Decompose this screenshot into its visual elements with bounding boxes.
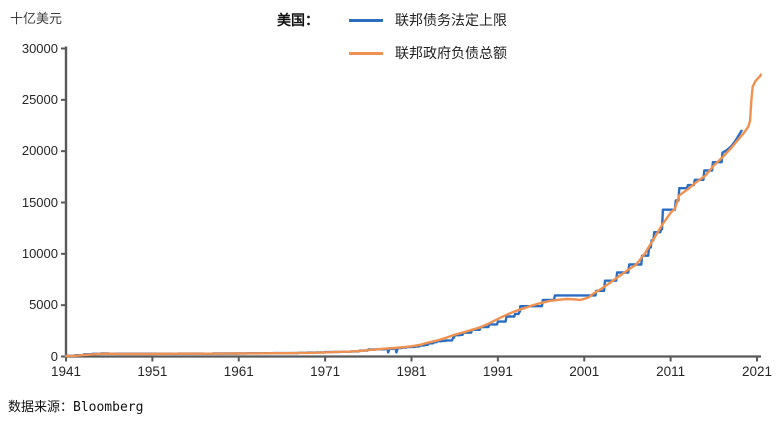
x-tick-label: 1981 <box>396 364 427 379</box>
legend-rows: 联邦债务法定上限 联邦政府负债总额 <box>349 8 507 74</box>
legend-item-debt-limit: 联邦债务法定上限 <box>349 8 507 32</box>
x-tick-label: 1991 <box>482 364 513 379</box>
x-tick-label: 1951 <box>137 364 168 379</box>
debt-limit-line <box>64 129 743 357</box>
x-tick-label: 1971 <box>310 364 341 379</box>
total-debt-legend-swatch <box>349 51 383 55</box>
y-tick-label: 20000 <box>21 143 58 159</box>
y-axis-unit-label: 十亿美元 <box>10 11 63 26</box>
legend-item-total-debt: 联邦政府负债总额 <box>349 41 507 65</box>
y-tick-label: 25000 <box>21 91 58 107</box>
y-tick-label: 30000 <box>21 40 58 56</box>
x-tick-label: 1961 <box>223 364 254 379</box>
x-tick-label: 2001 <box>569 364 600 379</box>
x-tick-label: 2021 <box>741 364 773 379</box>
y-tick-label: 5000 <box>29 297 58 313</box>
data-source-label: 数据来源：Bloomberg <box>8 400 144 415</box>
legend-region-label: 美国： <box>277 12 319 28</box>
x-tick-label: 1941 <box>50 364 82 379</box>
total-debt-line <box>64 73 763 358</box>
y-tick-label: 15000 <box>21 194 58 210</box>
x-tick-label: 2011 <box>656 364 686 379</box>
legend-item-label: 联邦政府负债总额 <box>395 45 507 61</box>
debt-limit-legend-swatch <box>349 18 383 22</box>
chart-legend: 美国： 联邦债务法定上限 联邦政府负债总额 <box>277 8 507 74</box>
legend-item-label: 联邦债务法定上限 <box>395 12 507 28</box>
y-tick-label: 0 <box>50 348 58 364</box>
y-tick-label: 10000 <box>21 245 58 261</box>
